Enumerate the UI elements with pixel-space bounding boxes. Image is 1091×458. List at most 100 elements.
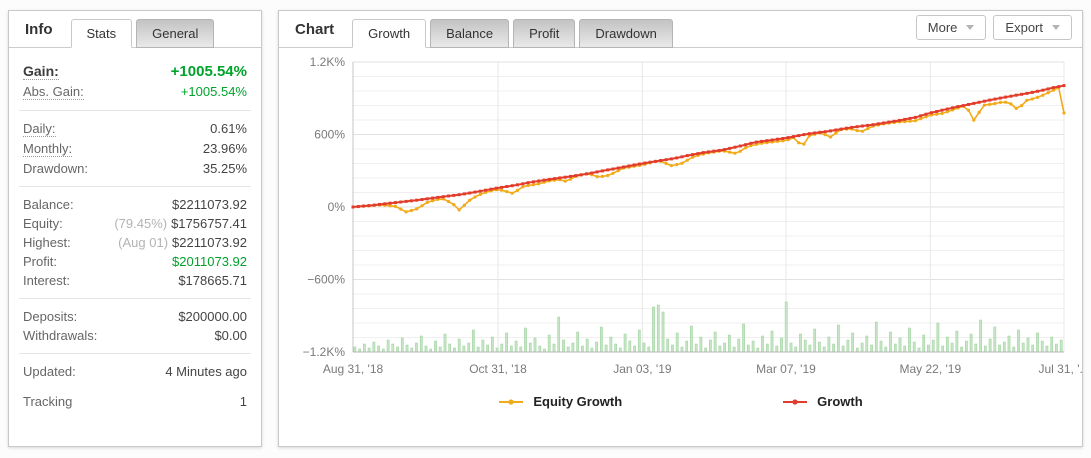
volume-bar bbox=[746, 344, 750, 353]
volume-bar bbox=[557, 316, 561, 353]
volume-bar bbox=[467, 342, 471, 353]
volume-bar bbox=[960, 346, 963, 353]
volume-bar bbox=[789, 342, 793, 353]
stat-label-interest: Interest: bbox=[23, 273, 70, 288]
volume-bar bbox=[713, 331, 717, 353]
growth-chart[interactable]: 1.2K% 600% 0% −600% −1.2K% Aug 31, '18 Oct 31,… bbox=[279, 48, 1084, 386]
volume-bar bbox=[443, 333, 447, 353]
volume-bar bbox=[666, 338, 670, 353]
volume-bar bbox=[562, 339, 565, 353]
chart-panel-title: Chart bbox=[295, 21, 335, 38]
growth-line bbox=[352, 84, 1065, 208]
volume-bar bbox=[585, 338, 589, 353]
tab-balance[interactable]: Balance bbox=[430, 19, 510, 48]
growth-chart-canvas[interactable]: 1.2K% 600% 0% −600% −1.2K% Aug 31, '18 Oct 31,… bbox=[279, 48, 1084, 386]
volume-bar bbox=[538, 345, 542, 353]
volume-bar bbox=[571, 342, 575, 353]
volume-bar bbox=[652, 306, 655, 353]
volume-bar bbox=[784, 301, 788, 353]
y-axis-label: 1.2K% bbox=[310, 55, 346, 69]
more-button-label: More bbox=[927, 20, 958, 35]
volume-bar bbox=[813, 328, 817, 353]
equity-growth-marker-icon bbox=[499, 398, 524, 405]
more-button[interactable]: More bbox=[915, 15, 987, 40]
equity-amount: $1756757.41 bbox=[171, 216, 247, 231]
volume-bar bbox=[642, 342, 646, 353]
stat-value-updated: 4 Minutes ago bbox=[165, 364, 247, 379]
volume-bar bbox=[979, 319, 982, 353]
volume-bar bbox=[353, 346, 357, 353]
stat-row-profit: Profit: $2011073.92 bbox=[9, 252, 261, 271]
export-button[interactable]: Export bbox=[993, 15, 1072, 40]
volume-bar bbox=[879, 340, 883, 353]
volume-bar bbox=[495, 347, 499, 353]
volume-bar bbox=[1021, 342, 1025, 353]
volume-bar bbox=[671, 344, 674, 353]
volume-bar bbox=[704, 347, 708, 353]
section-divider bbox=[19, 110, 251, 111]
stat-label-daily[interactable]: Daily: bbox=[23, 121, 56, 137]
volume-bar bbox=[988, 338, 992, 353]
volume-bar bbox=[794, 346, 798, 353]
volume-bar bbox=[884, 346, 888, 353]
x-axis-label: Aug 31, '18 bbox=[323, 362, 384, 376]
volume-bar bbox=[709, 339, 712, 353]
volume-bar bbox=[898, 337, 902, 353]
tab-general[interactable]: General bbox=[136, 19, 215, 48]
x-axis-label: Oct 31, '18 bbox=[469, 362, 527, 376]
stat-label-gain[interactable]: Gain: bbox=[23, 63, 59, 80]
volume-bar bbox=[618, 347, 622, 353]
chart-panel-header: Chart Growth Balance Profit Drawdown Mor… bbox=[279, 11, 1082, 48]
stat-label-deposits: Deposits: bbox=[23, 309, 78, 324]
info-panel-header: Info Stats General bbox=[9, 11, 261, 48]
tab-stats[interactable]: Stats bbox=[70, 19, 133, 48]
stat-label-monthly[interactable]: Monthly: bbox=[23, 141, 73, 157]
legend-label-equity-growth: Equity Growth bbox=[533, 394, 623, 409]
volume-bar bbox=[647, 346, 651, 353]
volume-bar bbox=[396, 346, 399, 353]
stat-value-balance: $2211073.92 bbox=[172, 197, 247, 212]
volume-bar bbox=[1026, 337, 1030, 353]
volume-bar bbox=[405, 344, 409, 353]
volume-bar bbox=[1031, 344, 1035, 353]
volume-bar bbox=[870, 344, 873, 353]
tab-growth[interactable]: Growth bbox=[352, 19, 427, 48]
tab-profit[interactable]: Profit bbox=[513, 19, 576, 48]
volume-bar bbox=[481, 339, 485, 353]
tab-drawdown[interactable]: Drawdown bbox=[579, 19, 673, 48]
info-panel-title: Info bbox=[25, 21, 53, 38]
volume-bar bbox=[1036, 332, 1039, 353]
stat-row-monthly: Monthly: 23.96% bbox=[9, 139, 261, 159]
volume-bar bbox=[1040, 340, 1044, 353]
stat-row-tracking: Tracking 1 bbox=[9, 392, 261, 411]
chevron-down-icon bbox=[1052, 25, 1060, 30]
highest-amount: $2211073.92 bbox=[172, 235, 247, 250]
volume-bar bbox=[751, 340, 755, 353]
volume-bar bbox=[656, 304, 660, 353]
growth-marker-icon bbox=[783, 398, 808, 405]
volume-bar bbox=[372, 341, 376, 353]
chart-panel: Chart Growth Balance Profit Drawdown Mor… bbox=[278, 10, 1084, 447]
volume-bar bbox=[742, 323, 745, 353]
volume-bar bbox=[600, 326, 603, 353]
volume-bar bbox=[415, 342, 418, 353]
volume-bar bbox=[941, 345, 945, 353]
section-divider bbox=[19, 186, 251, 187]
volume-bar bbox=[775, 345, 779, 353]
stat-row-daily: Daily: 0.61% bbox=[9, 119, 261, 139]
volume-bar bbox=[377, 345, 380, 353]
volume-bar bbox=[505, 332, 508, 353]
volume-bar bbox=[637, 329, 641, 353]
volume-bar bbox=[808, 344, 812, 353]
stat-label-abs-gain[interactable]: Abs. Gain: bbox=[23, 84, 84, 100]
volume-bar bbox=[818, 341, 821, 353]
equity-percent: (79.45%) bbox=[114, 216, 168, 231]
volume-bar bbox=[386, 339, 390, 353]
volume-bar bbox=[694, 343, 698, 353]
volume-bar bbox=[950, 342, 954, 353]
x-axis-label: Jul 31, '... bbox=[1039, 362, 1084, 376]
volume-bar bbox=[424, 345, 428, 353]
y-axis-label: −1.2K% bbox=[303, 345, 346, 359]
volume-bar bbox=[1002, 341, 1006, 353]
